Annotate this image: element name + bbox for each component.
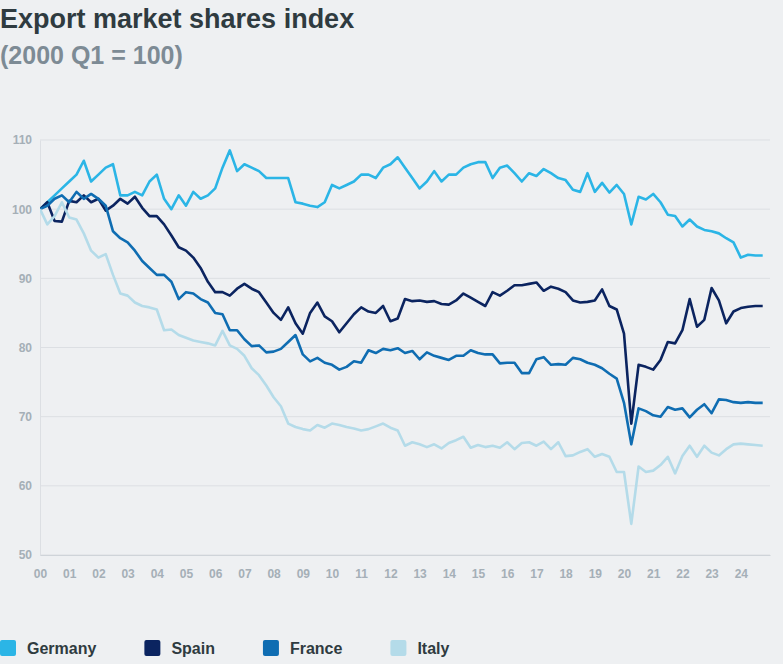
x-tick: 21 xyxy=(647,555,661,581)
legend-label: Germany xyxy=(27,640,96,657)
y-tick-label: 70 xyxy=(19,410,33,424)
x-tick-label: 23 xyxy=(705,567,719,581)
x-tick: 07 xyxy=(238,555,252,581)
y-tick: 60 xyxy=(19,479,40,493)
x-tick: 24 xyxy=(735,555,749,581)
x-tick-label: 04 xyxy=(151,567,165,581)
x-tick-label: 20 xyxy=(618,567,632,581)
x-tick: 09 xyxy=(297,555,311,581)
x-tick-label: 16 xyxy=(501,567,515,581)
lines xyxy=(40,150,763,524)
x-tick: 19 xyxy=(589,555,603,581)
x-tick-label: 00 xyxy=(34,567,48,581)
grid-line xyxy=(40,140,770,141)
legend-swatch xyxy=(390,640,406,656)
x-tick-label: 21 xyxy=(647,567,661,581)
x-tick-label: 07 xyxy=(238,567,252,581)
x-tick: 01 xyxy=(63,555,77,581)
x-tick-label: 09 xyxy=(297,567,311,581)
series-line xyxy=(40,195,763,423)
x-axis: 00 01 02 03 04 05 06 07 08 09 10 11 12 13 14 15 16 17 18 19… xyxy=(34,555,771,581)
x-axis-line xyxy=(41,555,771,556)
x-tick: 03 xyxy=(121,555,135,581)
x-tick: 10 xyxy=(326,555,340,581)
x-tick: 05 xyxy=(180,555,194,581)
chart: Export market shares index (2000 Q1 = 100… xyxy=(0,0,783,664)
legend-item: Italy xyxy=(390,640,449,657)
x-tick: 20 xyxy=(618,555,632,581)
subtitle: (2000 Q1 = 100) xyxy=(0,41,183,69)
x-tick-label: 11 xyxy=(355,567,368,581)
x-tick: 14 xyxy=(443,555,457,581)
x-tick: 06 xyxy=(209,555,223,581)
x-tick: 18 xyxy=(559,555,573,581)
grid xyxy=(40,140,770,555)
x-tick: 16 xyxy=(501,555,515,581)
x-tick: 23 xyxy=(705,555,719,581)
y-tick-label: 60 xyxy=(19,479,33,493)
x-tick: 11 xyxy=(355,555,368,581)
y-tick: 80 xyxy=(19,341,40,355)
y-tick: 90 xyxy=(19,272,40,286)
legend-label: Italy xyxy=(417,640,449,657)
legend-label: Spain xyxy=(171,640,215,657)
y-axis-line xyxy=(40,141,41,556)
x-tick: 12 xyxy=(384,555,398,581)
series-line xyxy=(40,202,763,524)
legend-swatch xyxy=(0,640,16,656)
title: Export market shares index xyxy=(0,4,354,34)
x-tick-label: 22 xyxy=(676,567,690,581)
x-tick-label: 19 xyxy=(589,567,603,581)
legend: Germany Spain France Italy xyxy=(0,640,450,657)
x-tick-label: 03 xyxy=(121,567,135,581)
x-tick-label: 02 xyxy=(92,567,106,581)
y-tick: 70 xyxy=(19,410,40,424)
plot: 50 60 70 80 90 100 110 00 01 02 03 04 05 06 07 08 09 10 11… xyxy=(12,133,771,580)
grid-line xyxy=(40,485,770,486)
x-tick-label: 17 xyxy=(530,567,544,581)
legend-item: Germany xyxy=(0,640,96,657)
y-tick-label: 100 xyxy=(12,203,32,217)
y-tick: 50 xyxy=(19,548,40,562)
y-tick-label: 110 xyxy=(13,133,33,147)
legend-item: France xyxy=(263,640,343,657)
y-tick: 100 xyxy=(12,203,40,217)
x-tick-label: 15 xyxy=(472,567,486,581)
x-tick: 13 xyxy=(413,555,427,581)
grid-line xyxy=(40,278,770,279)
legend-item: Spain xyxy=(144,640,215,657)
x-tick-label: 01 xyxy=(63,567,77,581)
x-tick: 08 xyxy=(267,555,281,581)
x-tick: 22 xyxy=(676,555,690,581)
legend-label: France xyxy=(290,640,343,657)
x-tick-label: 18 xyxy=(559,567,573,581)
series-line xyxy=(40,150,763,257)
y-tick-label: 90 xyxy=(19,272,33,286)
y-axis: 50 60 70 80 90 100 110 xyxy=(12,133,41,562)
series-line xyxy=(40,192,763,444)
legend-swatch xyxy=(263,640,279,656)
legend-swatch xyxy=(144,640,160,656)
x-tick: 02 xyxy=(92,555,106,581)
y-tick-label: 80 xyxy=(19,341,33,355)
x-tick: 04 xyxy=(151,555,165,581)
grid-line xyxy=(40,347,770,348)
x-tick: 17 xyxy=(530,555,544,581)
y-tick-label: 50 xyxy=(19,548,33,562)
x-tick-label: 05 xyxy=(180,567,194,581)
x-tick: 15 xyxy=(472,555,486,581)
x-tick-label: 14 xyxy=(443,567,457,581)
x-tick-label: 13 xyxy=(413,567,427,581)
x-tick-label: 12 xyxy=(384,567,398,581)
grid-line xyxy=(40,209,770,210)
x-tick: 00 xyxy=(34,555,48,581)
x-tick-label: 24 xyxy=(735,567,749,581)
grid-line xyxy=(40,555,770,556)
x-tick-label: 06 xyxy=(209,567,223,581)
x-tick-label: 10 xyxy=(326,567,340,581)
y-tick: 110 xyxy=(13,133,40,147)
x-tick-label: 08 xyxy=(267,567,281,581)
